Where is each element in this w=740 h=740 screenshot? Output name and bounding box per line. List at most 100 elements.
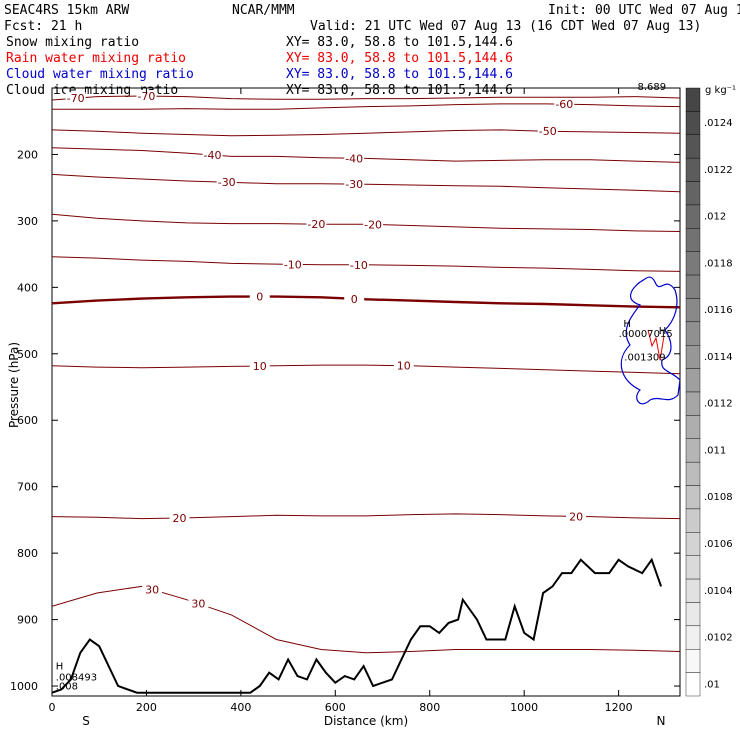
x-tick-label: 800 [419, 701, 440, 714]
contour-label-bg [249, 290, 270, 303]
contour-label: -70 [137, 90, 155, 103]
contour-line--70 [52, 95, 680, 101]
colorbar-segment [685, 204, 701, 229]
contour-label-bg [554, 98, 575, 111]
contour-line--40 [52, 147, 680, 163]
contour-label: 20 [172, 512, 186, 525]
colorbar-segment [685, 228, 701, 252]
colorbar-segment [685, 391, 701, 416]
contour-label-bg [249, 359, 270, 372]
contour-label: -20 [364, 218, 382, 231]
contour-label: -50 [539, 125, 557, 138]
annotation-label: H [659, 326, 667, 337]
x-tick-label: 0 [49, 701, 56, 714]
contour-label-bg [537, 125, 558, 138]
colorbar-segment [685, 345, 701, 369]
contour-label-bg [136, 90, 157, 103]
contour-label-bg [216, 176, 237, 189]
contour-line-0 [52, 295, 680, 309]
x-tick-label: 600 [325, 701, 346, 714]
contour-label: 20 [569, 510, 583, 523]
colorbar-segment [685, 672, 701, 697]
y-tick-label: 1000 [10, 680, 38, 693]
colorbar-label: .0112 [704, 399, 733, 410]
legend-field-xy: XY= 83.0, 58.8 to 101.5,144.6 [286, 35, 513, 50]
x-tick-label: 1200 [605, 701, 633, 714]
colorbar-unit: g kg⁻¹ [705, 85, 736, 96]
contour-label: 0 [351, 293, 358, 306]
contour-label: -60 [555, 98, 573, 111]
y-tick-label: 500 [17, 348, 38, 361]
colorbar-segment [685, 508, 701, 533]
annotation-label: .008493 [56, 673, 97, 684]
model-title: SEAC4RS 15km ARW [4, 3, 129, 18]
contour-label-bg [566, 510, 587, 523]
legend-field-xy: XY= 83.0, 58.8 to 101.5,144.6 [286, 51, 513, 66]
colorbar-segment [685, 368, 701, 393]
colorbar-segment [685, 438, 701, 463]
annotation-label: 8.689 [638, 82, 667, 93]
annotation-label: H [56, 661, 64, 672]
x-tick-label: 1000 [510, 701, 538, 714]
annotation-label: .001309 [624, 352, 665, 363]
colorbar-label: .0114 [704, 352, 733, 363]
contour-label-bg [344, 292, 365, 305]
contour-line-10 [52, 364, 680, 375]
colorbar-segment [685, 111, 701, 135]
legend-field-xy: XY= 83.0, 58.8 to 101.5,144.6 [286, 83, 513, 98]
colorbar-segment [685, 134, 701, 159]
terrain-line [52, 557, 663, 694]
x-axis-label: Distance (km) [324, 714, 408, 728]
forecast-hour: Fcst: 21 h [4, 19, 82, 34]
y-tick-label: 800 [17, 547, 38, 560]
colorbar-segment [685, 181, 701, 206]
terrain-surface [52, 557, 663, 694]
contour-label: -20 [307, 218, 325, 231]
contour-label: -30 [345, 178, 363, 191]
legend-field-label: Snow mixing ratio [6, 35, 139, 50]
contour-line--60 [52, 103, 680, 110]
contour-label: 30 [145, 583, 159, 596]
center-title: NCAR/MMM [232, 3, 295, 18]
legend-field-label: Cloud water mixing ratio [6, 67, 194, 82]
colorbar-segment [685, 578, 701, 603]
contour-label-bg [348, 258, 369, 271]
contour-label-bg [169, 512, 190, 525]
cloud-water-region [620, 276, 680, 405]
colorbar-label: .0118 [704, 258, 733, 269]
axes: 0 200 400 600 800 1000 12002003004005006007008… [10, 88, 680, 714]
colorbar-label: .0122 [704, 165, 733, 176]
y-tick-label: 700 [17, 481, 38, 494]
contour-label: -40 [204, 149, 222, 162]
rain-water-contour [647, 329, 665, 361]
colorbar-segment [685, 649, 701, 673]
annotation-label: H [623, 319, 631, 330]
colorbar-label: .0108 [704, 492, 733, 503]
colorbar-segment [685, 555, 701, 580]
contour-label-bg [363, 218, 384, 231]
contour-label-bg [188, 597, 209, 610]
contour-label: 10 [397, 360, 411, 373]
colorbar-segment [685, 625, 701, 650]
contour-label: -40 [345, 152, 363, 165]
contour-label-bg [282, 258, 303, 271]
contour-label: -70 [67, 92, 85, 105]
contour-label-bg [202, 149, 223, 162]
colorbar-label: .01 [704, 679, 720, 690]
legend-field-label: Cloud ice mixing ratio [6, 83, 178, 98]
endpoint-south: S [82, 714, 90, 728]
colorbar-segment [685, 485, 701, 510]
colorbar-segment [685, 251, 701, 276]
contour-line--50 [52, 129, 680, 137]
legend-field-label: Rain water mixing ratio [6, 51, 186, 66]
colorbar-label: .012 [704, 212, 726, 223]
temperature-contours: -70 -70 -60 -50 -40 -40 -30 -30 -20 -20 -10 -10 0 0 10… [52, 90, 680, 654]
colorbar-label: .0116 [704, 305, 733, 316]
contour-label-bg [344, 178, 365, 191]
contour-label-bg [306, 218, 327, 231]
plot-frame [51, 87, 681, 697]
field-legend: Snow mixing ratio XY= 83.0, 58.8 to 101.5… [6, 35, 513, 98]
colorbar-segment [685, 602, 701, 627]
colorbar-segment [685, 461, 701, 486]
